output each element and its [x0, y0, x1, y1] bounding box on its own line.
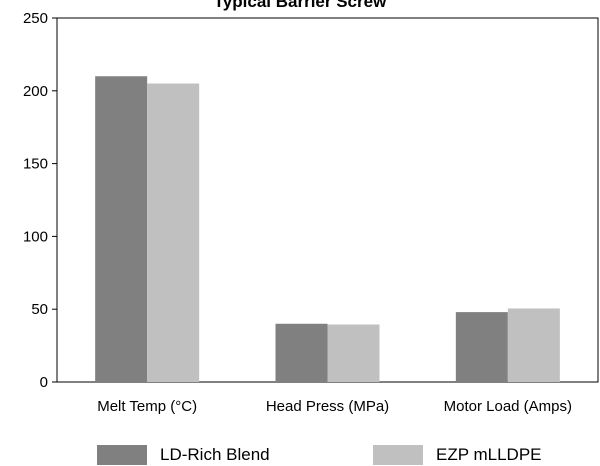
chart-title: Typical Barrier Screw	[213, 0, 387, 11]
y-tick-label: 250	[23, 10, 48, 27]
y-tick-label: 200	[23, 83, 48, 100]
legend-item-series-1: LD-Rich Blend	[97, 444, 270, 466]
y-ticks: 0 50 100 150 200 250	[23, 10, 57, 391]
bar-ezp-mlldpe	[147, 83, 200, 383]
legend-label-ezp-mlldpe: EZP mLLDPE	[436, 445, 542, 464]
bar-ld-rich-blend	[455, 312, 508, 382]
legend-swatch-ezp-mlldpe	[373, 445, 423, 465]
bars	[95, 76, 560, 383]
bar-ld-rich-blend	[95, 76, 148, 383]
bar-ezp-mlldpe	[507, 308, 560, 382]
bar-ezp-mlldpe	[327, 324, 380, 382]
legend-item-series-2: EZP mLLDPE	[373, 444, 542, 466]
x-tick-label: Motor Load (Amps)	[444, 398, 572, 415]
x-tick-labels: Melt Temp (°C) Head Press (MPa) Motor Load…	[97, 398, 572, 415]
y-tick-label: 150	[23, 156, 48, 173]
x-tick-label: Head Press (MPa)	[266, 398, 389, 415]
y-tick-label: 100	[23, 228, 48, 245]
x-tick-label: Melt Temp (°C)	[97, 398, 197, 415]
legend-label-ld-rich-blend: LD-Rich Blend	[160, 445, 270, 464]
bar-ld-rich-blend	[275, 323, 328, 382]
y-tick-label: 50	[31, 301, 48, 318]
legend-swatch-ld-rich-blend	[97, 445, 147, 465]
y-tick-label: 0	[40, 374, 48, 391]
bar-chart: 0 50 100 150 200 250 Melt Temp (°C) Head Press…	[23, 10, 599, 415]
